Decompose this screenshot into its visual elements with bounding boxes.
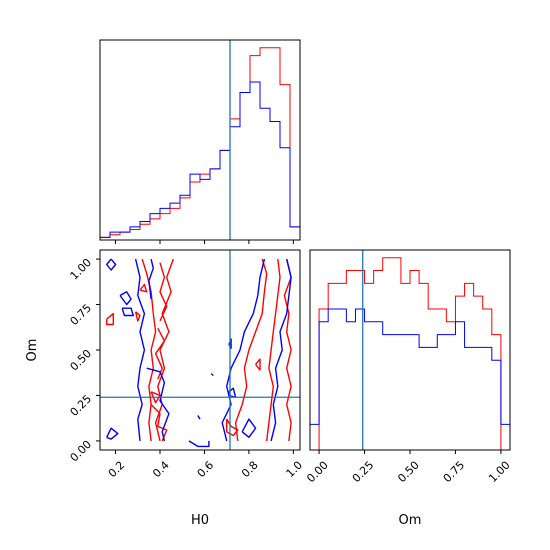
contour-blue-23 (270, 258, 292, 442)
hist-om-xtick-label: 0.50 (395, 459, 422, 486)
contour-red-6 (134, 311, 141, 322)
contour-ytick-label: 0.50 (68, 347, 95, 374)
contour-blue-19 (121, 307, 135, 317)
contour-xtick-label: 0.8 (239, 459, 261, 481)
contour-red-5 (105, 312, 115, 326)
contour-red-11 (283, 258, 292, 441)
hist-om-xtick-label: 0.25 (350, 459, 377, 486)
hist-h0-series-blue (99, 81, 301, 240)
contour-blue-21 (188, 440, 210, 448)
contour-xtick-label: 0.2 (106, 459, 128, 481)
contour-blue-15 (148, 258, 155, 300)
contour-blue-14 (134, 258, 146, 441)
hist-om-series-blue (309, 308, 511, 450)
hist-om-series-red (310, 257, 510, 451)
contour-blue-22 (221, 258, 266, 442)
contour-ytick-label: 0.25 (68, 392, 95, 419)
contour-frame (99, 249, 301, 451)
hist-om-xtick-label: 0.00 (304, 459, 331, 486)
contour-blue-17 (105, 258, 117, 271)
histogram-om-panel: 0.00 0.25 0.50 0.75 1.00 (304, 249, 513, 486)
contour-blue-24 (241, 418, 257, 438)
contour-ytick-label: 1.00 (68, 256, 95, 283)
contour-ytick-label: 0.75 (68, 301, 95, 328)
hist-h0-series-red (99, 47, 301, 240)
x-axis-label-h0: H0 (191, 513, 209, 528)
contour-red-1 (154, 258, 174, 442)
contour-red-4 (150, 404, 168, 442)
histogram-h0-panel (99, 39, 301, 244)
contour-xtick-label: 1.0 (284, 459, 306, 481)
contour-red-9 (234, 258, 268, 441)
x-axis-label-om: Om (399, 513, 422, 528)
contour-xtick-label: 0.4 (150, 459, 172, 481)
contour-red-7 (139, 283, 148, 293)
hist-h0-frame (99, 39, 301, 241)
contour-blue-16 (146, 367, 170, 442)
contour-red-10 (266, 259, 281, 441)
hist-om-xtick-label: 0.75 (441, 459, 468, 486)
contour-blue-20 (106, 427, 119, 440)
contour-xtick-label: 0.6 (195, 459, 217, 481)
contour-blue-18 (119, 291, 132, 306)
contour-lines (105, 258, 292, 448)
contour-blue-27 (210, 373, 214, 377)
y-axis-label-om: Om (25, 339, 40, 362)
contour-ytick-label: 0.00 (68, 438, 95, 465)
contour-h0-om-panel: 0.2 0.4 0.6 0.8 1.0 0.00 0.25 0.50 0.75 1.00 (68, 249, 306, 481)
contour-red-2 (159, 262, 168, 322)
hist-om-xtick-label: 1.00 (486, 459, 513, 486)
contour-red-13 (255, 358, 261, 371)
contour-blue-28 (197, 415, 201, 420)
